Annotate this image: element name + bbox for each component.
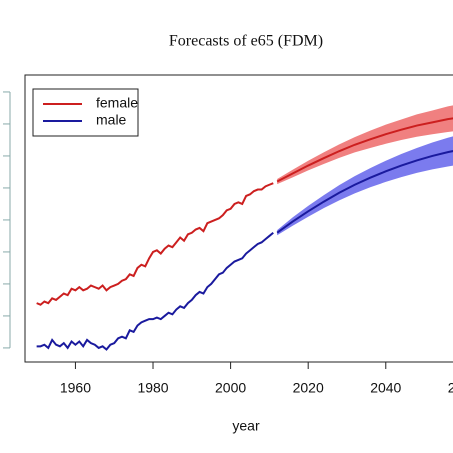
series-line xyxy=(36,231,274,351)
chart-title: Forecasts of e65 (FDM) xyxy=(169,33,323,50)
x-tick-label: 1960 xyxy=(60,380,91,396)
legend-label: male xyxy=(96,112,127,128)
legend-box xyxy=(32,88,139,137)
x-tick-label: 2040 xyxy=(370,380,401,396)
forecast-line xyxy=(276,117,453,183)
forecast-band xyxy=(277,136,453,236)
x-tick-label: 2020 xyxy=(293,380,324,396)
forecast-band xyxy=(277,105,453,185)
series-line xyxy=(36,182,274,306)
legend-label: female xyxy=(96,95,138,111)
x-tick-label: 2060 xyxy=(448,380,453,396)
x-tick-label: 2000 xyxy=(215,380,246,396)
x-axis-label: year xyxy=(232,418,260,434)
plot-frame xyxy=(24,74,453,363)
forecast-line xyxy=(276,150,453,234)
x-tick-label: 1980 xyxy=(137,380,168,396)
